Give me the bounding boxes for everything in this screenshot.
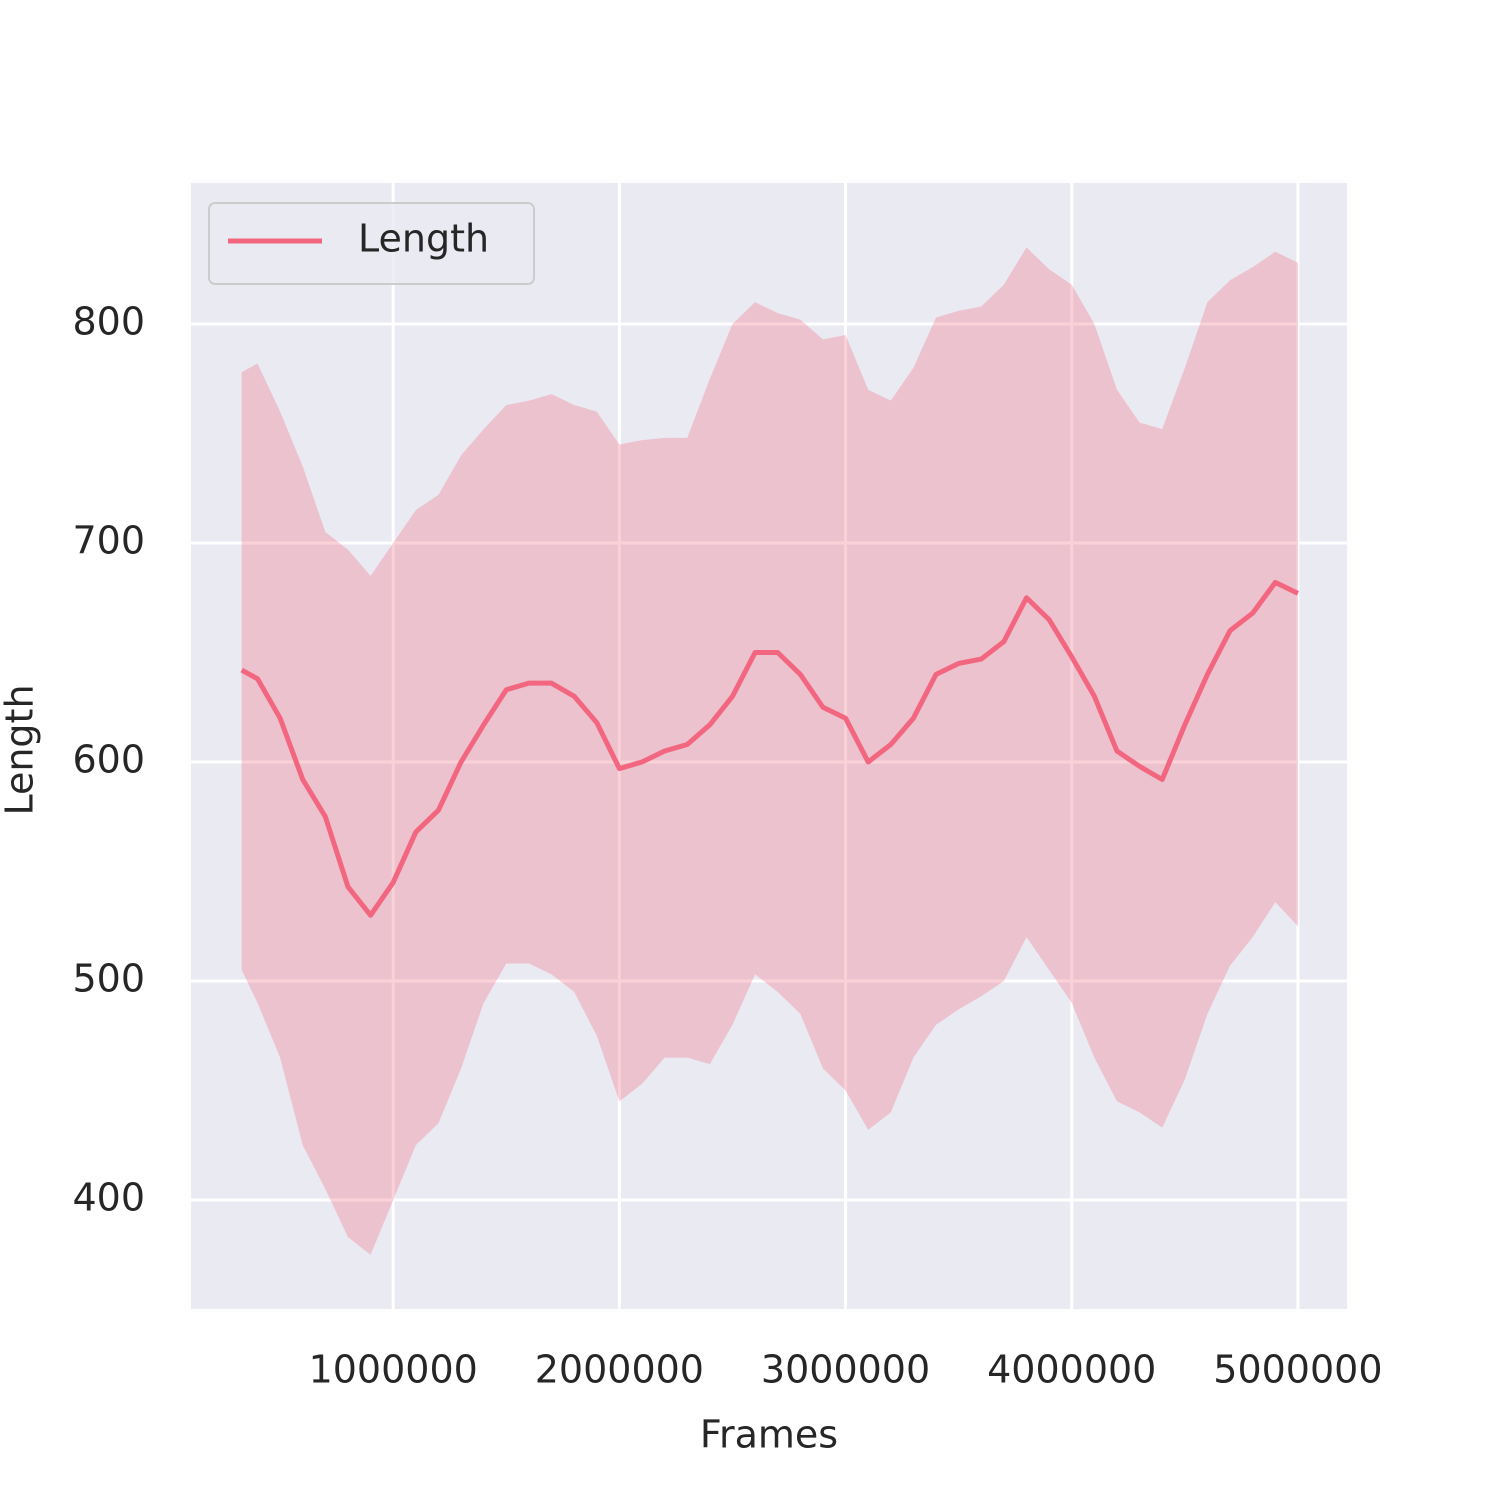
- confidence-band: [241, 247, 1298, 1255]
- line: [240, 579, 1300, 918]
- legend-box: [208, 202, 535, 285]
- y-tick-label: 500: [72, 956, 145, 1000]
- legend-label: Length: [358, 217, 489, 261]
- x-tick-label: 4000000: [987, 1348, 1156, 1392]
- y-axis-label: Length: [0, 684, 42, 815]
- y-tick-label: 800: [72, 300, 145, 344]
- x-tick-label: 2000000: [535, 1348, 704, 1392]
- x-axis-label: Frames: [700, 1413, 838, 1457]
- x-tick-label: 5000000: [1213, 1348, 1382, 1392]
- x-tick-label: 1000000: [309, 1348, 478, 1392]
- plot-area: [191, 183, 1347, 1309]
- y-tick-label: 700: [72, 519, 145, 563]
- y-tick-label: 600: [72, 737, 145, 781]
- y-tick-label: 400: [72, 1175, 145, 1219]
- x-tick-label: 3000000: [761, 1348, 930, 1392]
